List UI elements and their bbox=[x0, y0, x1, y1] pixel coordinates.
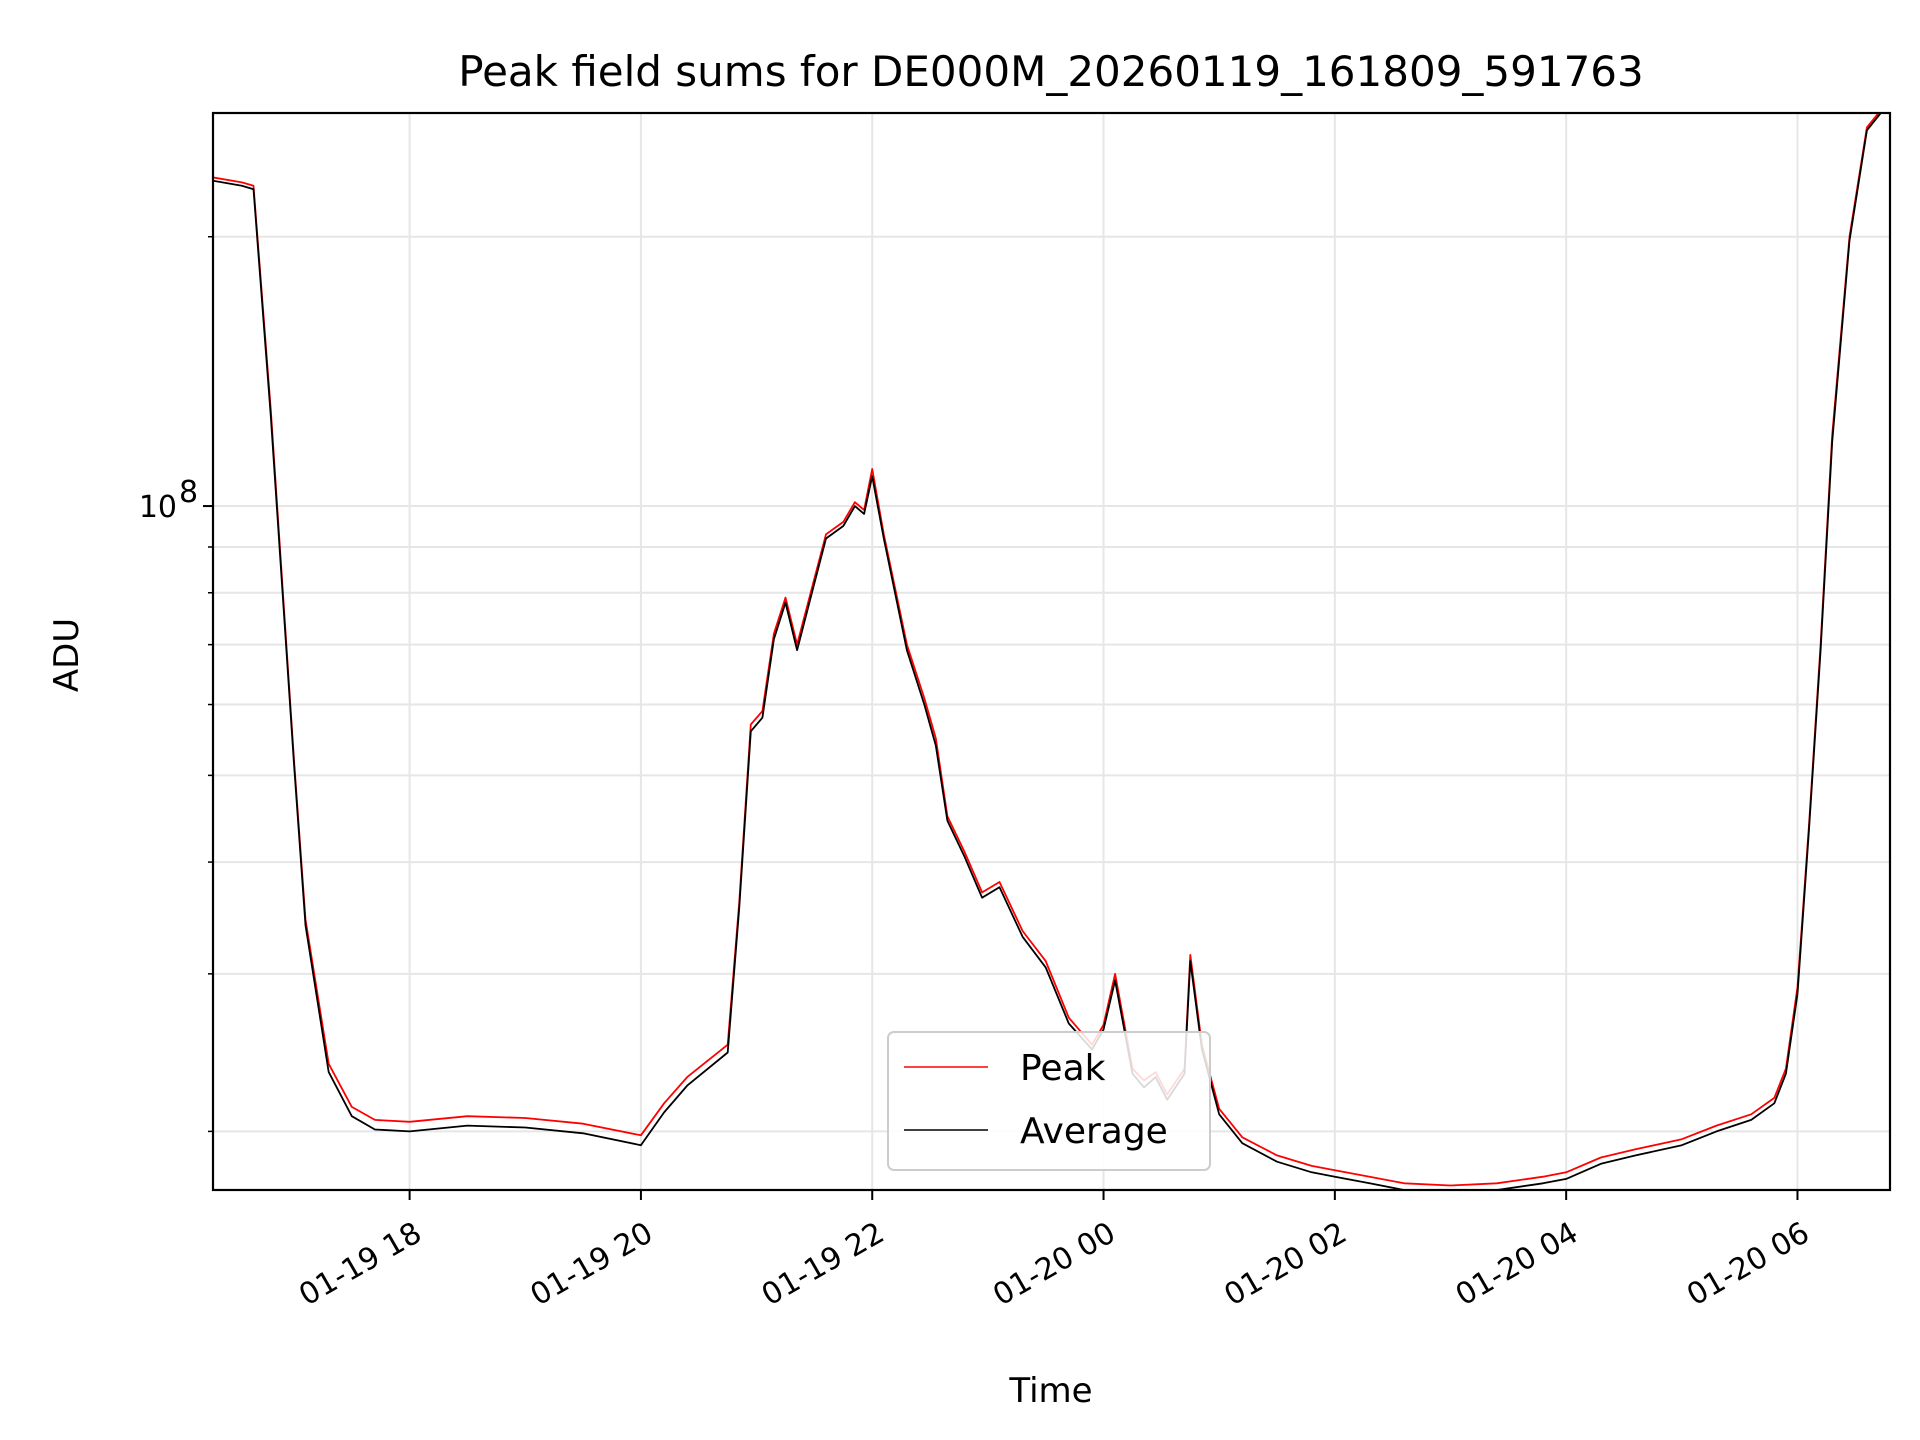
legend: Peak Average bbox=[887, 1031, 1211, 1171]
chart-title: Peak field sums for DE000M_20260119_1618… bbox=[458, 47, 1644, 96]
legend-peak-label: Peak bbox=[1020, 1048, 1106, 1089]
series-line-average bbox=[213, 113, 1882, 1190]
x-tick-label: 01-20 04 bbox=[1450, 1215, 1584, 1313]
y-tick-base: 10 bbox=[139, 490, 177, 525]
plot-series bbox=[213, 113, 1882, 1190]
x-tick-label: 01-20 00 bbox=[987, 1215, 1121, 1313]
series-line-peak bbox=[213, 113, 1880, 1187]
grid bbox=[213, 113, 1890, 1190]
y-tick-label: 10 bbox=[139, 490, 177, 525]
x-tick-label: 01-20 02 bbox=[1219, 1215, 1353, 1313]
x-axis-label: Time bbox=[1008, 1371, 1092, 1411]
plot-frame bbox=[211, 111, 1892, 1192]
legend-average-label: Average bbox=[1020, 1111, 1168, 1152]
x-tick-label: 01-20 06 bbox=[1681, 1215, 1815, 1313]
x-tick-label: 01-19 18 bbox=[293, 1215, 427, 1313]
y-axis-label: ADU bbox=[47, 618, 87, 692]
x-tick-label: 01-19 22 bbox=[756, 1215, 890, 1313]
y-tick-exponent: 8 bbox=[179, 475, 198, 510]
x-tick-label: 01-19 20 bbox=[525, 1215, 659, 1313]
